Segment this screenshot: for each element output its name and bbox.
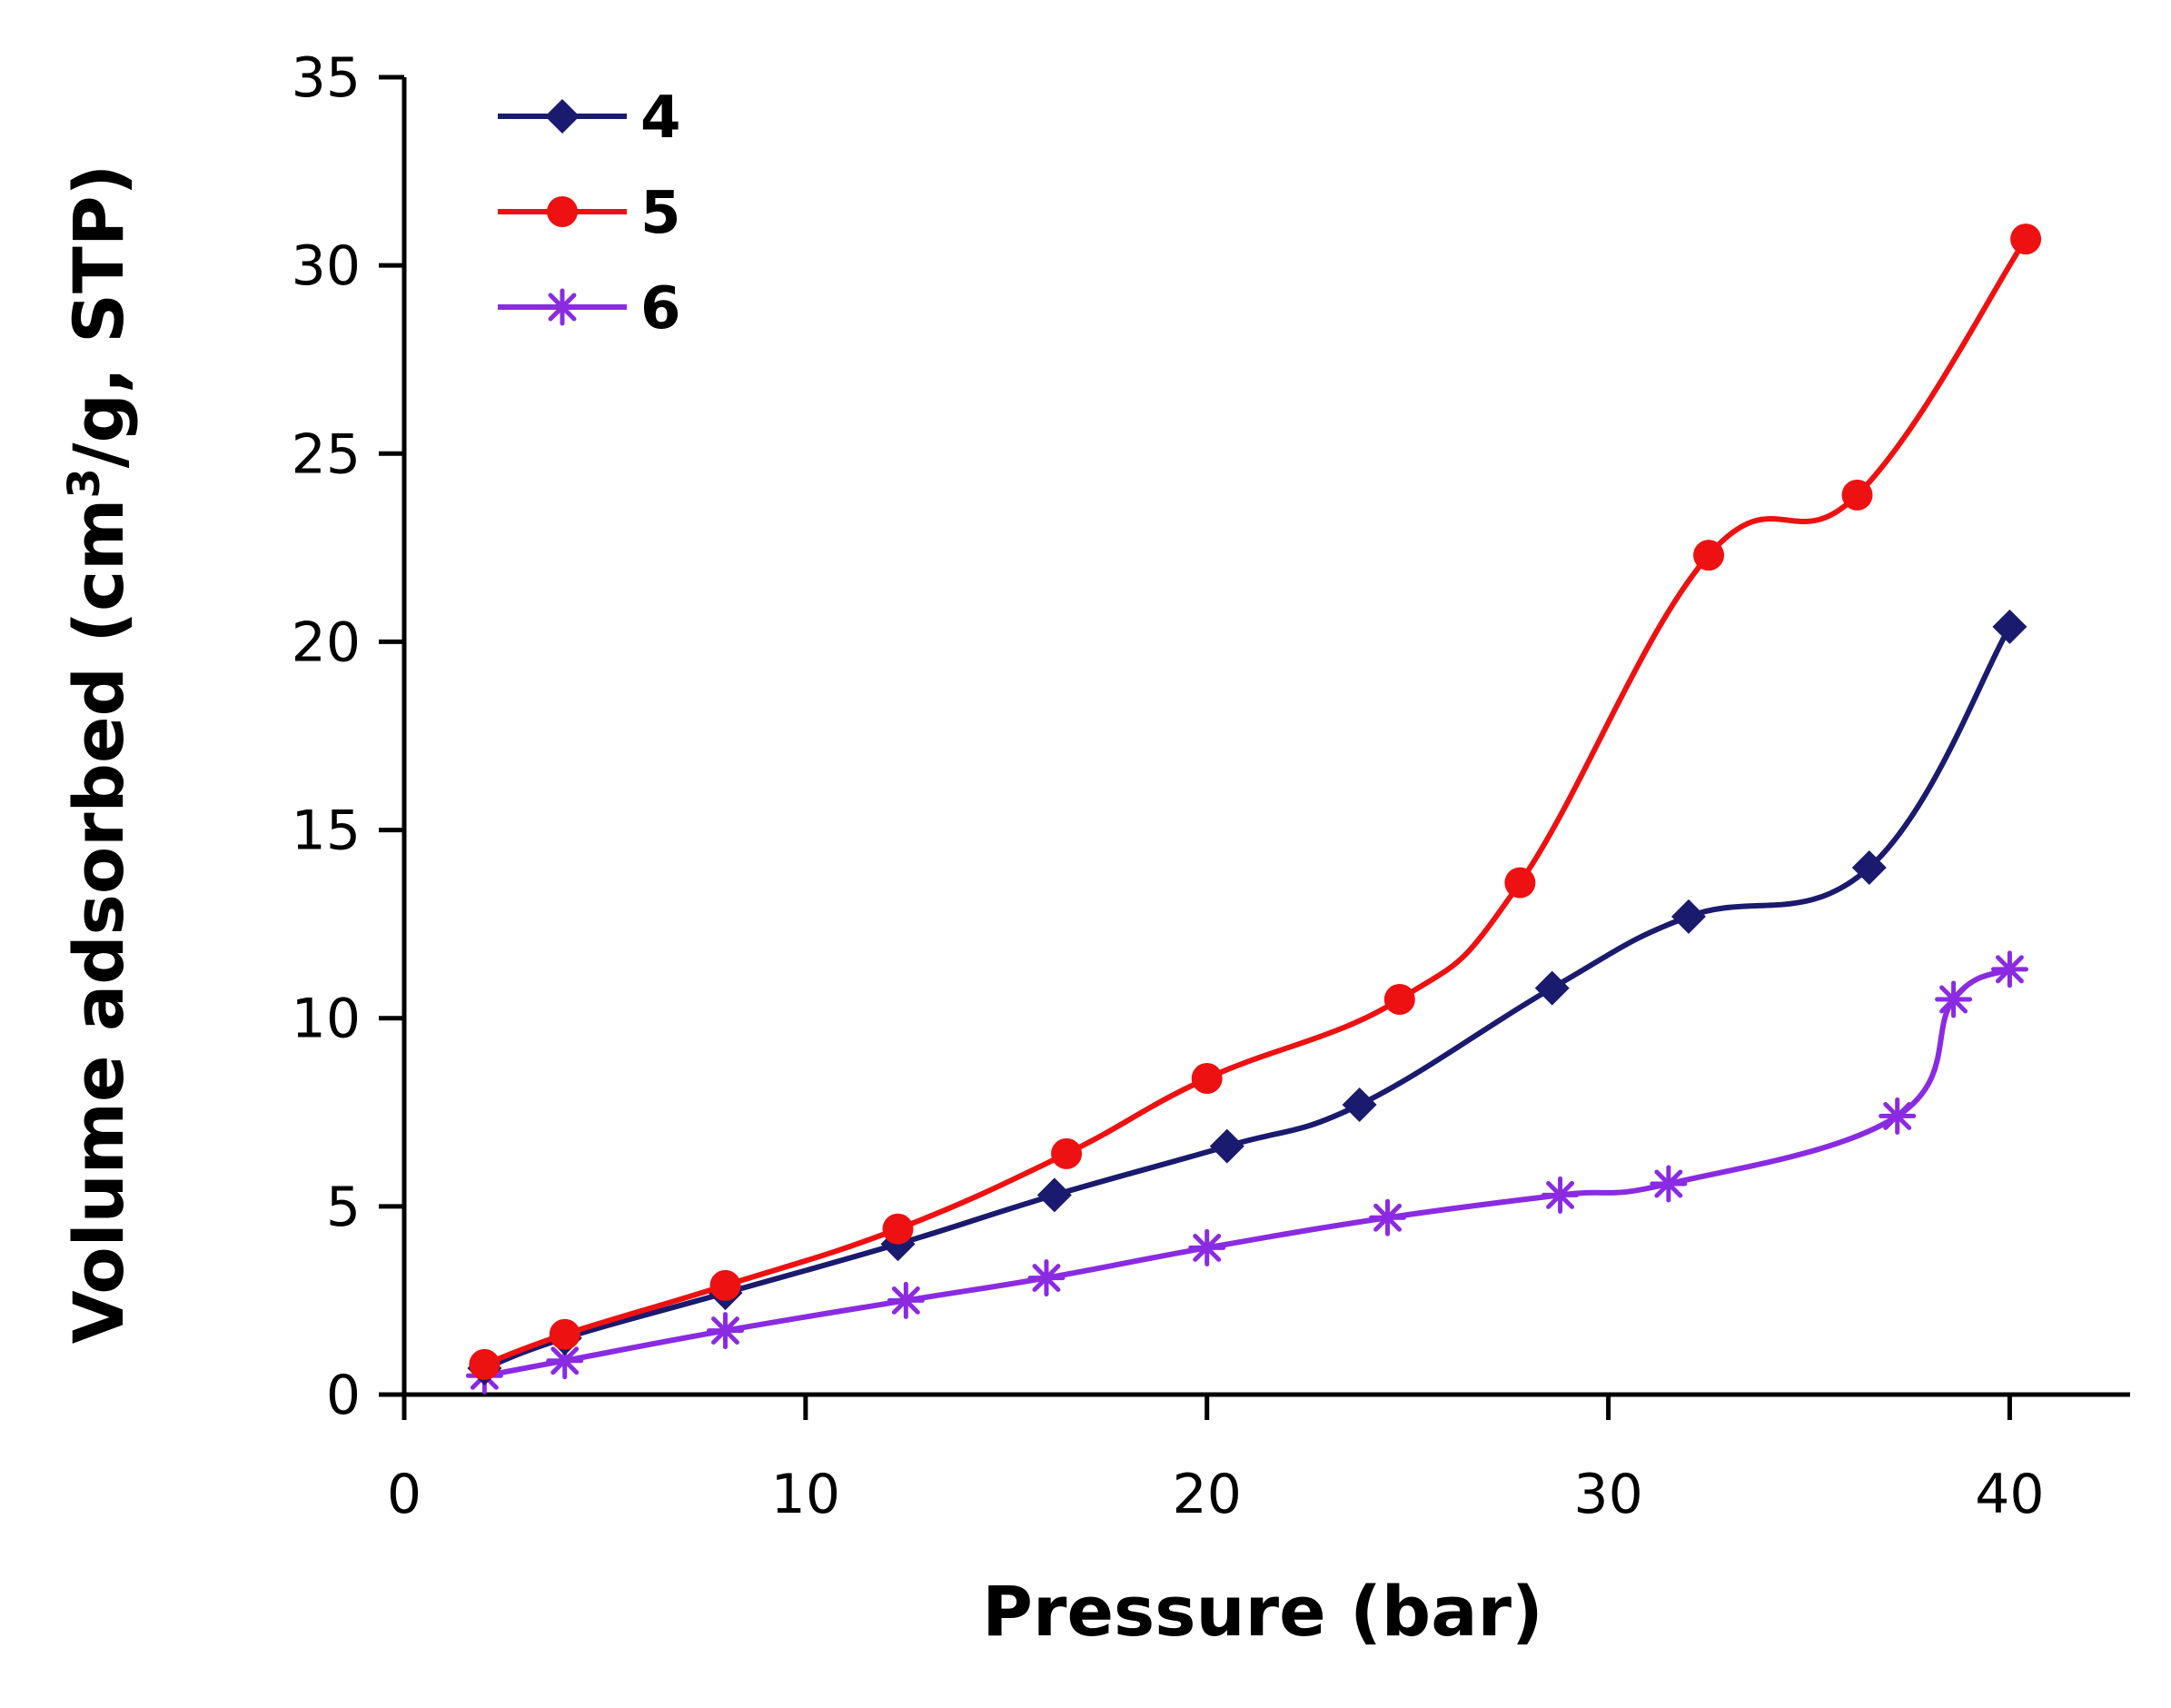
series-4-point <box>1209 1128 1244 1164</box>
series-5 <box>469 223 2042 1380</box>
series-4-point <box>1534 970 1570 1006</box>
x-tick-label: 30 <box>1573 1463 1642 1526</box>
series-5-point <box>1383 984 1415 1015</box>
series-5-point <box>1191 1063 1223 1094</box>
series-4-point <box>1342 1087 1377 1122</box>
y-tick-label: 25 <box>292 422 361 486</box>
y-tick-label: 10 <box>292 988 361 1051</box>
y-axis-title-sup: 3 <box>59 468 110 498</box>
series-6-line <box>483 967 2011 1379</box>
series-layer <box>465 223 2042 1395</box>
legend-label: 5 <box>640 180 681 247</box>
series-6-point <box>1990 950 2028 988</box>
y-tick-label: 30 <box>292 234 361 298</box>
series-6-point <box>1935 980 1973 1018</box>
series-6-point <box>1542 1176 1580 1214</box>
y-tick-label: 20 <box>292 611 361 674</box>
series-5-point <box>709 1269 741 1301</box>
series-5-point <box>2010 223 2042 255</box>
series-6-point <box>1027 1259 1066 1297</box>
axes-layer: 0 5 10 15 20 25 30 35 0 10 20 30 40 <box>292 46 2130 1526</box>
legend: 4 5 6 <box>498 84 681 343</box>
y-tick-label: 0 <box>326 1364 361 1427</box>
series-4 <box>467 609 2027 1385</box>
series-4-point <box>1992 609 2027 644</box>
y-axis-title: Volume adsorbed (cm3/g, STP) <box>58 164 139 1345</box>
x-tick-label: 20 <box>1173 1463 1242 1526</box>
series-6-point <box>706 1312 744 1350</box>
series-5-point <box>1693 540 1725 571</box>
series-4-point <box>1036 1177 1072 1213</box>
series-6-point <box>1369 1198 1407 1236</box>
y-tick-label: 15 <box>292 799 361 863</box>
series-5-point <box>882 1213 914 1245</box>
y-tick-label: 5 <box>326 1176 361 1239</box>
x-tick-label: 40 <box>1975 1463 2044 1526</box>
series-4-point <box>1851 850 1887 885</box>
series-5-point <box>1841 479 1873 511</box>
series-6-point <box>1650 1165 1688 1203</box>
legend-item-6: 6 <box>498 275 681 343</box>
series-6-point <box>887 1281 925 1319</box>
x-tick-label: 0 <box>387 1463 421 1526</box>
series-6-point <box>1879 1097 1917 1135</box>
series-4-point <box>1670 899 1706 934</box>
legend-marker <box>543 288 581 326</box>
series-5-line <box>483 237 2028 1367</box>
legend-item-4: 4 <box>498 84 681 152</box>
legend-marker <box>547 196 578 227</box>
y-axis-title-main: Volume adsorbed (cm <box>58 499 139 1345</box>
y-tick-label: 35 <box>292 46 361 110</box>
legend-label: 6 <box>640 275 681 343</box>
series-6-point <box>1188 1228 1226 1266</box>
series-4-line <box>483 625 2013 1371</box>
y-axis-title-rest: /g, STP) <box>58 164 139 469</box>
legend-item-5: 5 <box>498 180 681 247</box>
x-axis-title: Pressure (bar) <box>982 1571 1542 1652</box>
series-5-point <box>1504 867 1536 899</box>
series-5-point <box>1051 1137 1083 1169</box>
x-tick-label: 10 <box>771 1463 840 1526</box>
legend-label: 4 <box>640 84 681 152</box>
series-6 <box>465 950 2028 1395</box>
series-5-point <box>549 1318 580 1350</box>
series-5-point <box>469 1348 501 1380</box>
legend-marker <box>545 99 580 134</box>
